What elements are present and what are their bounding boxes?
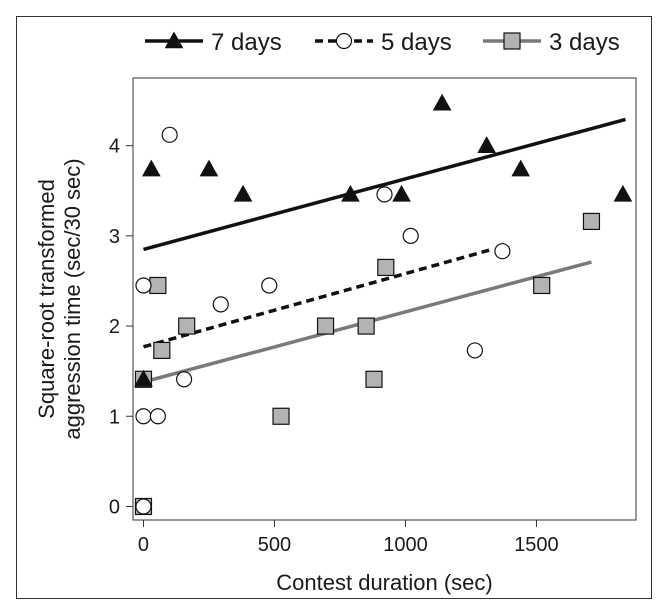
data-point-square	[582, 212, 601, 231]
data-point-circle	[261, 277, 278, 294]
data-point-square	[316, 317, 335, 335]
data-point-square	[272, 407, 290, 425]
data-point-circle	[149, 408, 166, 425]
y-tick-label: 0	[109, 496, 120, 518]
data-point-triangle	[392, 184, 411, 202]
legend-marker-triangle	[164, 31, 184, 49]
data-point-triangle	[477, 136, 497, 153]
data-point-triangle	[233, 184, 253, 202]
data-point-square	[357, 317, 375, 335]
data-points	[134, 93, 633, 516]
data-point-circle	[212, 296, 229, 313]
legend: 7 days 5 days 3 days	[145, 29, 620, 56]
data-point-square	[365, 370, 383, 388]
data-point-triangle	[511, 159, 531, 177]
data-point-triangle	[141, 159, 161, 177]
y-axis: 0 1 2 3 4	[109, 136, 133, 518]
data-point-circle	[466, 342, 483, 359]
y-tick-label: 2	[109, 316, 120, 338]
data-point-square	[153, 341, 171, 360]
x-tick-label: 1000	[383, 534, 428, 556]
data-point-triangle	[432, 93, 452, 111]
data-point-circle	[376, 186, 393, 203]
legend-label: 7 days	[211, 29, 282, 56]
legend-label: 3 days	[549, 29, 620, 56]
legend-label: 5 days	[381, 29, 452, 56]
x-tick-label: 500	[258, 534, 291, 556]
data-point-triangle	[613, 184, 633, 202]
data-point-square	[149, 276, 167, 295]
fit-line-triangle	[143, 117, 626, 252]
data-point-circle	[135, 408, 152, 425]
data-point-circle	[135, 498, 152, 515]
fit-line-circle	[143, 247, 493, 349]
legend-marker-square	[503, 32, 521, 50]
data-point-circle	[161, 126, 178, 143]
data-point-triangle	[199, 159, 219, 177]
data-point-triangle	[134, 369, 153, 387]
y-tick-label: 3	[109, 226, 120, 248]
y-axis-title-line-1: Square-root transformed	[34, 179, 59, 419]
x-axis-title: Contest duration (sec)	[276, 570, 492, 595]
data-point-circle	[494, 243, 511, 260]
y-axis-title: Square-root transformed aggression time …	[34, 158, 85, 439]
y-axis-title-line-2: aggression time (sec/30 sec)	[60, 158, 85, 439]
data-point-square	[377, 258, 395, 277]
data-point-square	[178, 317, 196, 335]
fit-lines	[143, 117, 626, 384]
data-point-triangle	[341, 184, 360, 202]
data-point-circle	[402, 227, 419, 244]
y-tick-label: 1	[109, 406, 120, 428]
data-point-square	[533, 276, 551, 295]
x-tick-label: 0	[138, 534, 149, 556]
figure-border	[16, 16, 652, 599]
plot-frame	[132, 77, 637, 521]
x-axis: 0 500 1000 1500	[138, 520, 559, 556]
data-point-circle	[135, 277, 152, 294]
data-point-circle	[175, 371, 193, 388]
y-tick-label: 4	[109, 136, 120, 158]
x-tick-label: 1500	[514, 534, 559, 556]
legend-marker-circle	[335, 32, 353, 50]
